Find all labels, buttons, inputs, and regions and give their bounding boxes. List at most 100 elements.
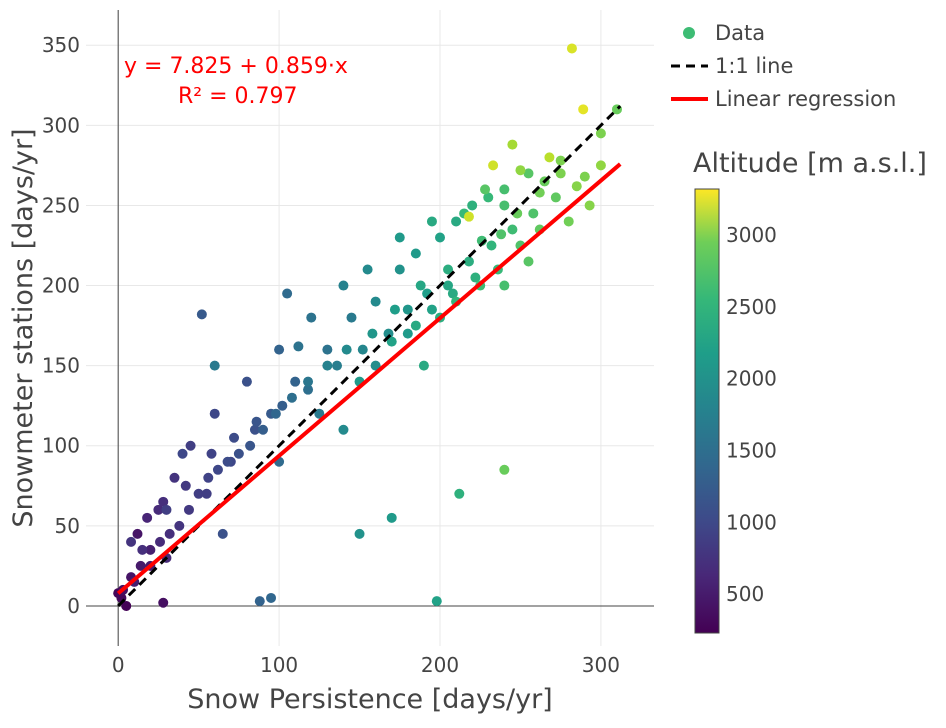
reference-lines (116, 105, 622, 608)
data-point (367, 328, 378, 339)
data-point (137, 544, 148, 555)
data-point (185, 440, 196, 451)
colorbar-tick-label: 1500 (726, 439, 777, 463)
data-point (249, 424, 260, 435)
data-point (201, 488, 212, 499)
data-point (241, 376, 252, 387)
data-point (486, 240, 497, 251)
data-point (389, 304, 400, 315)
data-point (431, 596, 442, 607)
data-point (357, 344, 368, 355)
data-point (507, 139, 518, 150)
r-squared-label: R² = 0.797 (178, 84, 298, 109)
data-point (346, 312, 357, 323)
y-tick-label: 150 (42, 354, 80, 378)
data-point (595, 160, 606, 171)
colorbar-tick-label: 500 (726, 582, 764, 606)
y-tick-label: 50 (55, 514, 80, 538)
data-point (282, 288, 293, 299)
data-point (322, 344, 333, 355)
data-point (222, 456, 233, 467)
data-point (370, 360, 381, 371)
legend-label: Data (715, 21, 765, 45)
data-point (394, 232, 405, 243)
data-point (121, 600, 132, 611)
data-point (386, 336, 397, 347)
data-point (177, 448, 188, 459)
data-point (426, 216, 437, 227)
data-point (145, 544, 156, 555)
data-point (595, 128, 606, 139)
axes: 0 100 200 300 0 50 100 150 200 250 300 350 (42, 10, 654, 677)
data-point (584, 200, 595, 211)
data-point (254, 596, 265, 607)
colorbar-title: Altitude [m a.s.l.] (693, 148, 927, 179)
data-point (257, 424, 268, 435)
data-point (451, 216, 462, 227)
data-point (555, 155, 566, 166)
data-point (571, 181, 582, 192)
data-point (161, 504, 172, 515)
data-point (180, 480, 191, 491)
data-point (306, 312, 317, 323)
data-point (251, 416, 262, 427)
data-point (443, 280, 454, 291)
regression-annotation: y = 7.825 + 0.859·x R² = 0.797 (124, 54, 348, 109)
data-point (277, 400, 288, 411)
data-point (499, 464, 510, 475)
data-point (270, 408, 281, 419)
data-point (209, 360, 220, 371)
data-point (402, 328, 413, 339)
data-point (341, 344, 352, 355)
data-point (293, 341, 304, 352)
data-point (394, 264, 405, 275)
data-point (164, 528, 175, 539)
colorbar-gradient (694, 188, 720, 634)
data-point (370, 296, 381, 307)
data-point (193, 488, 204, 499)
y-tick-label: 100 (42, 434, 80, 458)
x-axis-title: Snow Persistence [days/yr] (187, 684, 552, 715)
data-point (196, 309, 207, 320)
data-point (338, 280, 349, 291)
y-axis-title: Snowmeter stations [days/yr] (8, 128, 39, 527)
legend: Data 1:1 line Linear regression (671, 21, 896, 111)
data-point (443, 264, 454, 275)
data-point (470, 272, 481, 283)
data-point (209, 408, 220, 419)
colorbar-tick-label: 3000 (726, 223, 777, 247)
data-point (499, 280, 510, 291)
data-point (555, 168, 566, 179)
data-point (217, 528, 228, 539)
data-point (434, 232, 445, 243)
data-point (483, 192, 494, 203)
data-point (174, 520, 185, 531)
data-point (544, 152, 555, 163)
data-point (488, 160, 499, 171)
data-point (566, 43, 577, 54)
data-point (499, 184, 510, 195)
data-point (203, 472, 214, 483)
data-point (410, 320, 421, 331)
y-tick-label: 350 (42, 33, 80, 57)
one-to-one-line (117, 105, 622, 608)
data-point (418, 360, 429, 371)
x-tick-label: 100 (260, 653, 298, 677)
scatter-points (113, 43, 622, 611)
data-point (153, 504, 164, 515)
data-point (415, 280, 426, 291)
colorbar-tick-label: 2000 (726, 367, 777, 391)
colorbar-tick-label: 1000 (726, 510, 777, 534)
data-point (447, 288, 458, 299)
data-point (132, 528, 143, 539)
data-point (499, 200, 510, 211)
data-point (126, 536, 137, 547)
data-point (303, 384, 314, 395)
data-point (183, 504, 194, 515)
data-point (454, 488, 465, 499)
equation-label: y = 7.825 + 0.859·x (124, 54, 348, 79)
data-point (322, 360, 333, 371)
data-point (563, 216, 574, 227)
data-point (212, 464, 223, 475)
